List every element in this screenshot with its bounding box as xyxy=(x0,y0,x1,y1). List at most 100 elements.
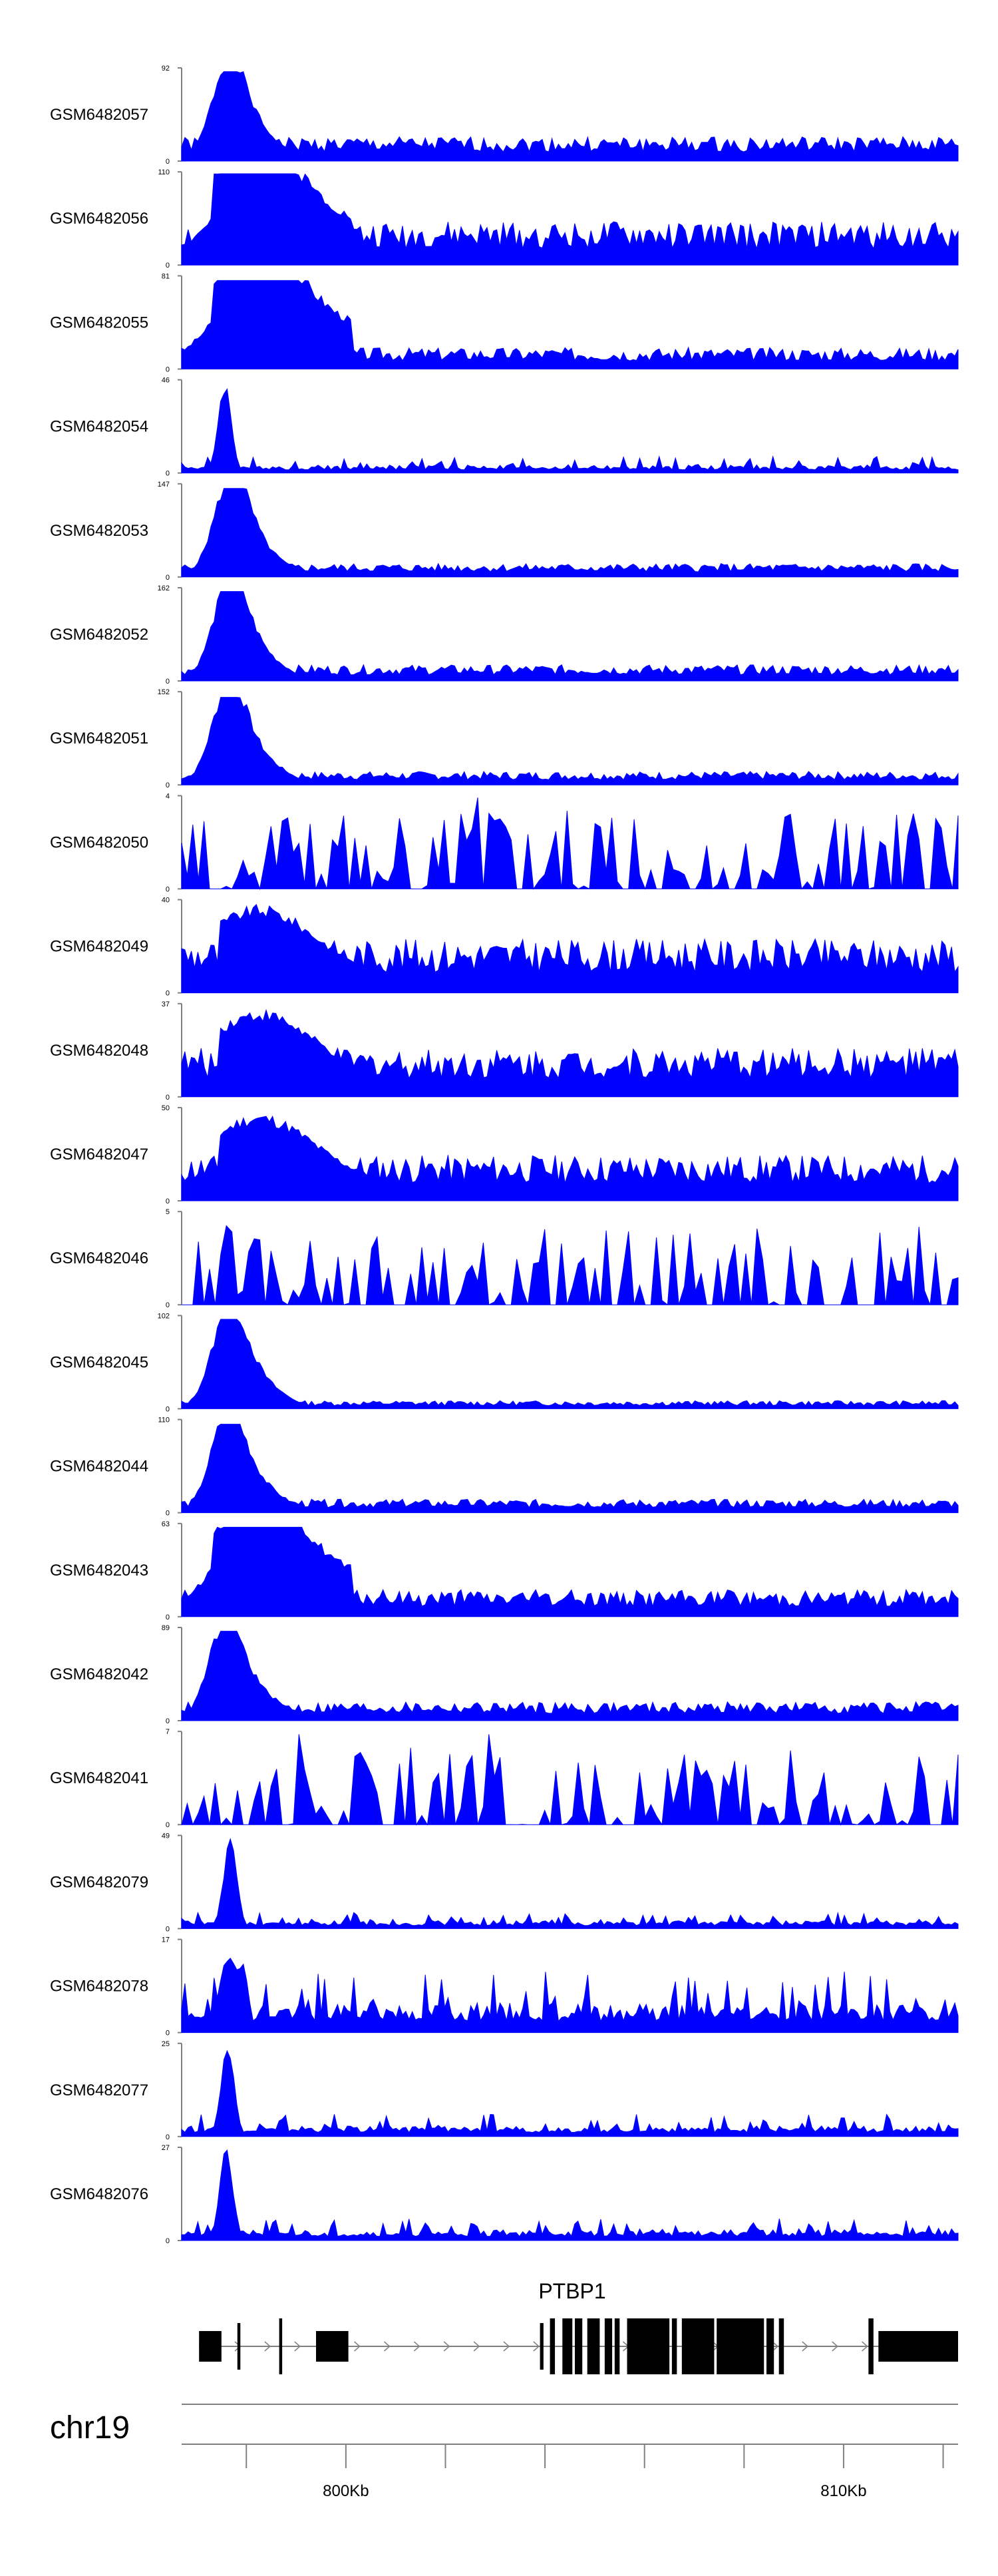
track-max-label: 89 xyxy=(162,1624,170,1632)
gene-name-label: PTBP1 xyxy=(538,2279,605,2303)
gene-exon xyxy=(627,2318,670,2374)
strand-arrow xyxy=(354,2341,361,2352)
strand-arrow xyxy=(772,2341,779,2352)
track-GSM6482055: GSM6482055 81 0 xyxy=(50,272,959,373)
strand-arrow xyxy=(533,2341,540,2352)
gene-exon xyxy=(868,2318,874,2374)
track-GSM6482078: GSM6482078 17 0 xyxy=(50,1936,959,2038)
gene-exon xyxy=(681,2318,715,2374)
track-GSM6482053: GSM6482053 147 0 xyxy=(50,481,959,582)
track-label: GSM6482077 xyxy=(50,2081,148,2099)
track-label: GSM6482043 xyxy=(50,1562,148,1580)
track-max-label: 5 xyxy=(166,1208,170,1216)
track-label: GSM6482055 xyxy=(50,314,148,331)
track-GSM6482051: GSM6482051 152 0 xyxy=(50,688,959,789)
track-GSM6482041: GSM6482041 7 0 xyxy=(50,1728,959,1829)
coverage-area xyxy=(181,387,959,474)
track-GSM6482079: GSM6482079 49 0 xyxy=(50,1832,959,1933)
track-zero-label: 0 xyxy=(166,1197,170,1205)
coverage-area xyxy=(181,1631,959,1721)
track-GSM6482076: GSM6482076 27 0 xyxy=(50,2144,959,2245)
track-zero-label: 0 xyxy=(166,2133,170,2141)
chromosome-label: chr19 xyxy=(50,2410,130,2446)
track-max-label: 49 xyxy=(162,1832,170,1840)
track-label: GSM6482048 xyxy=(50,1042,148,1060)
strand-arrow xyxy=(473,2341,480,2352)
track-label: GSM6482056 xyxy=(50,210,148,228)
strand-arrow xyxy=(383,2341,391,2352)
coverage-area xyxy=(181,1319,959,1409)
track-label: GSM6482050 xyxy=(50,833,148,851)
track-max-label: 63 xyxy=(162,1520,170,1528)
coverage-area xyxy=(181,903,959,994)
track-label: GSM6482076 xyxy=(50,2185,148,2203)
gene-exon xyxy=(315,2331,349,2362)
coverage-area xyxy=(181,1008,959,1098)
track-label: GSM6482041 xyxy=(50,1769,148,1787)
gene-exon xyxy=(562,2318,573,2374)
track-zero-label: 0 xyxy=(166,781,170,789)
gene-exon xyxy=(574,2318,583,2374)
track-zero-label: 0 xyxy=(166,2030,170,2038)
track-zero-label: 0 xyxy=(166,158,170,166)
track-max-label: 110 xyxy=(158,1416,170,1424)
track-zero-label: 0 xyxy=(166,1925,170,1933)
track-max-label: 25 xyxy=(162,2040,170,2048)
gene-exon xyxy=(671,2318,677,2374)
strand-arrow xyxy=(832,2341,838,2352)
track-GSM6482052: GSM6482052 162 0 xyxy=(50,584,959,686)
track-GSM6482056: GSM6482056 110 0 xyxy=(50,168,959,270)
gene-exon xyxy=(199,2331,222,2362)
coverage-area xyxy=(181,1526,959,1617)
gene-annotation-track: PTBP1 xyxy=(199,2279,958,2374)
track-GSM6482049: GSM6482049 40 0 xyxy=(50,897,959,998)
track-label: GSM6482044 xyxy=(50,1458,148,1476)
track-max-label: 17 xyxy=(162,1936,170,1944)
track-label: GSM6482046 xyxy=(50,1249,148,1267)
track-GSM6482054: GSM6482054 46 0 xyxy=(50,377,959,478)
gene-exon xyxy=(540,2323,544,2370)
coverage-area xyxy=(181,591,959,682)
track-label: GSM6482057 xyxy=(50,106,148,124)
coverage-area xyxy=(181,797,959,891)
track-max-label: 7 xyxy=(166,1728,170,1736)
strand-arrow xyxy=(802,2341,808,2352)
track-GSM6482048: GSM6482048 37 0 xyxy=(50,1000,959,1102)
strand-arrow xyxy=(862,2341,868,2352)
track-max-label: 81 xyxy=(162,272,170,280)
track-GSM6482077: GSM6482077 25 0 xyxy=(50,2040,959,2141)
coverage-area xyxy=(181,1734,959,1826)
track-GSM6482046: GSM6482046 5 0 xyxy=(50,1208,959,1309)
coordinate-tick-label: 800Kb xyxy=(323,2482,369,2500)
gene-exon xyxy=(766,2318,774,2374)
track-GSM6482044: GSM6482044 110 0 xyxy=(50,1416,959,1518)
coverage-area xyxy=(181,1957,959,2034)
gene-exon xyxy=(614,2318,620,2374)
track-max-label: 4 xyxy=(166,792,170,800)
coverage-area xyxy=(181,173,959,266)
coverage-area xyxy=(181,697,959,785)
coverage-area xyxy=(181,2149,959,2241)
track-max-label: 50 xyxy=(162,1104,170,1112)
track-max-label: 110 xyxy=(158,168,170,176)
track-label: GSM6482054 xyxy=(50,418,148,436)
track-zero-label: 0 xyxy=(166,2237,170,2245)
track-max-label: 152 xyxy=(158,688,170,696)
track-GSM6482047: GSM6482047 50 0 xyxy=(50,1104,959,1205)
track-zero-label: 0 xyxy=(166,1094,170,1102)
strand-arrow xyxy=(503,2341,510,2352)
gene-exon xyxy=(604,2318,613,2374)
gene-exon xyxy=(878,2331,958,2362)
track-GSM6482045: GSM6482045 102 0 xyxy=(50,1312,959,1413)
track-label: GSM6482047 xyxy=(50,1146,148,1164)
track-label: GSM6482049 xyxy=(50,938,148,956)
strand-arrow xyxy=(413,2341,420,2352)
track-zero-label: 0 xyxy=(166,262,170,270)
track-max-label: 37 xyxy=(162,1000,170,1008)
track-zero-label: 0 xyxy=(166,678,170,686)
coordinate-tick-label: 810Kb xyxy=(820,2482,866,2500)
track-label: GSM6482053 xyxy=(50,522,148,540)
coverage-tracks: GSM6482057 92 0 GSM6482056 110 0 GSM6482055 81 0… xyxy=(50,65,959,2245)
track-zero-label: 0 xyxy=(166,1613,170,1621)
